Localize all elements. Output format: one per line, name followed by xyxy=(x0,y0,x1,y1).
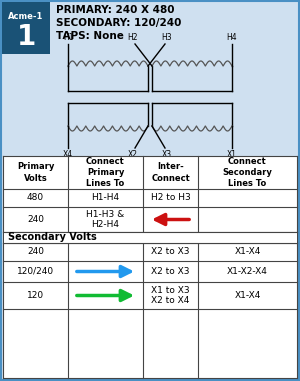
Text: 240: 240 xyxy=(27,248,44,256)
Text: Inter-
Connect: Inter- Connect xyxy=(151,162,190,182)
Text: X1 to X3
X2 to X4: X1 to X3 X2 to X4 xyxy=(151,286,190,305)
Text: Connect
Secondary
Lines To: Connect Secondary Lines To xyxy=(223,157,272,188)
Text: H4: H4 xyxy=(227,33,237,42)
Bar xyxy=(3,156,297,378)
Text: SECONDARY: 120/240: SECONDARY: 120/240 xyxy=(56,18,182,28)
Text: X1-X4: X1-X4 xyxy=(234,248,261,256)
Text: H2: H2 xyxy=(128,33,138,42)
Bar xyxy=(4,232,296,242)
Text: H1-H4: H1-H4 xyxy=(92,194,120,202)
Bar xyxy=(2,2,50,54)
Text: H1-H3 &
H2-H4: H1-H3 & H2-H4 xyxy=(86,210,124,229)
Text: 120/240: 120/240 xyxy=(17,267,54,276)
Text: X1-X4: X1-X4 xyxy=(234,291,261,300)
Text: X2 to X3: X2 to X3 xyxy=(151,267,190,276)
Text: H1: H1 xyxy=(63,33,73,42)
Text: 480: 480 xyxy=(27,194,44,202)
Text: 1: 1 xyxy=(16,23,36,51)
Text: Acme-1: Acme-1 xyxy=(8,12,44,21)
Text: H3: H3 xyxy=(162,33,172,42)
Text: 120: 120 xyxy=(27,291,44,300)
Text: X2 to X3: X2 to X3 xyxy=(151,248,190,256)
Text: PRIMARY: 240 X 480: PRIMARY: 240 X 480 xyxy=(56,5,175,15)
Text: H2 to H3: H2 to H3 xyxy=(151,194,190,202)
Text: Primary
Volts: Primary Volts xyxy=(17,162,54,182)
Text: TAPS: None: TAPS: None xyxy=(56,31,124,41)
Text: X1: X1 xyxy=(227,150,237,159)
Text: 240: 240 xyxy=(27,215,44,224)
Text: Secondary Volts: Secondary Volts xyxy=(8,232,97,242)
Text: X4: X4 xyxy=(63,150,73,159)
Text: X2: X2 xyxy=(128,150,138,159)
Text: Connect
Primary
Lines To: Connect Primary Lines To xyxy=(86,157,125,188)
Text: X1-X2-X4: X1-X2-X4 xyxy=(227,267,268,276)
Text: X3: X3 xyxy=(162,150,172,159)
